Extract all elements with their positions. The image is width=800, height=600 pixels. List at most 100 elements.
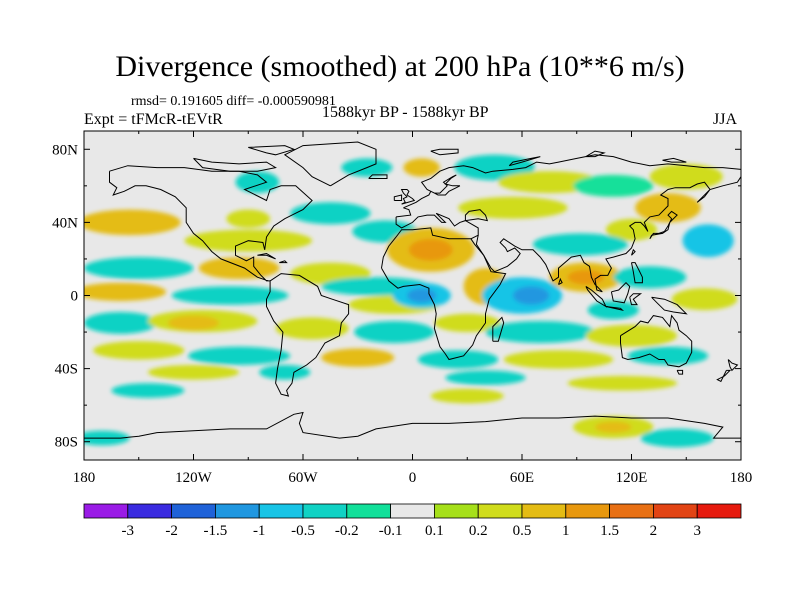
colorbar-swatch: [302, 503, 348, 519]
colorbar-label: -0.1: [379, 523, 403, 539]
field-patch: [147, 364, 240, 380]
x-tick-label: 120W: [175, 470, 213, 486]
field-patch: [235, 171, 280, 194]
field-patch: [458, 196, 568, 219]
period-label: 1588kyr BP - 1588kyr BP: [322, 104, 489, 121]
field-patch: [226, 209, 271, 228]
colorbar-swatch: [433, 503, 479, 519]
colorbar-label: 0.2: [469, 523, 488, 539]
coastline: [257, 252, 276, 260]
colorbar-swatch: [390, 503, 435, 519]
field-patch: [627, 346, 709, 365]
colorbar-label: 0.5: [513, 523, 532, 539]
coastline: [381, 227, 507, 361]
colorbar-swatch: [653, 503, 698, 519]
coastline: [400, 189, 416, 205]
colorbar-swatch: [521, 503, 567, 519]
field-patch: [605, 218, 658, 241]
coastlines: [84, 141, 741, 439]
field-patch: [587, 300, 639, 320]
field-patch: [585, 324, 678, 347]
coastline: [649, 210, 678, 240]
field-patch: [354, 321, 435, 344]
field-patch: [84, 282, 167, 301]
colorbar-label: -3: [122, 523, 135, 539]
coastline: [662, 157, 687, 163]
field-patch: [454, 154, 535, 181]
colorbar-swatch: [609, 503, 654, 519]
colorbar-swatch: [83, 503, 129, 519]
colorbar-label: -1: [253, 523, 266, 539]
colorbar-label: 3: [693, 523, 701, 539]
field-patch: [403, 158, 440, 177]
field-patch: [640, 428, 714, 448]
colorbar-label: 0.1: [425, 523, 444, 539]
x-tick-label: 180: [730, 470, 753, 486]
field-patch: [93, 341, 185, 360]
colorbar-label: 1: [562, 523, 570, 539]
field-patch: [321, 348, 395, 367]
experiment-label: Expt = tFMcR-tEVtR: [84, 111, 223, 128]
coastline: [266, 273, 350, 397]
field-patch: [485, 321, 595, 344]
coastline: [395, 212, 479, 240]
coastline: [430, 174, 461, 196]
stats-text: rmsd= 0.191605 diff= -0.000590981: [131, 94, 336, 109]
field-patch: [84, 209, 181, 236]
season-label: JJA: [713, 111, 738, 128]
field-patch: [171, 286, 289, 305]
field-patch: [595, 421, 632, 433]
y-tick-label: 40S: [55, 362, 78, 378]
field-patch: [84, 257, 194, 280]
coastline: [368, 174, 388, 179]
coastline: [631, 262, 643, 284]
colorbar-label: -1.5: [204, 523, 228, 539]
y-tick-label: 80S: [55, 435, 78, 451]
x-tick-label: 180: [73, 470, 96, 486]
colorbar-swatch: [696, 503, 742, 519]
field-patch: [573, 174, 654, 197]
field-patch: [503, 350, 614, 369]
coastline: [475, 176, 741, 293]
colorbar-swatch: [171, 503, 216, 519]
colorbar-swatch: [214, 503, 260, 519]
x-tick-label: 60E: [510, 470, 534, 486]
coastline: [464, 209, 489, 222]
y-tick-label: 40N: [52, 215, 78, 231]
x-tick-label: 120E: [616, 470, 648, 486]
field-patch: [635, 193, 701, 223]
coastline: [585, 150, 606, 158]
y-tick-label: 0: [71, 289, 79, 305]
coastline: [727, 359, 739, 372]
field-patch: [259, 364, 311, 380]
colorbar-swatch: [565, 503, 610, 519]
colorbar-label: -2: [165, 523, 178, 539]
field-patch: [188, 346, 291, 365]
coastline: [403, 154, 741, 209]
coastline: [84, 411, 741, 439]
colorbar-label: 1.5: [600, 523, 619, 539]
coastline: [651, 296, 688, 315]
colorbar-swatch: [258, 503, 304, 519]
colorbar-label: 2: [650, 523, 658, 539]
colorbar-label: -0.5: [291, 523, 315, 539]
field-patch: [111, 383, 185, 398]
field-patch: [567, 375, 678, 391]
field-patch: [167, 315, 220, 331]
field-patch: [613, 266, 687, 289]
plot-title: Divergence (smoothed) at 200 hPa (10**6 …: [115, 50, 685, 83]
coastline: [109, 165, 313, 282]
field-patch: [198, 257, 280, 280]
coastline: [631, 248, 636, 256]
field-patch: [532, 233, 628, 256]
field-patch: [417, 350, 499, 369]
field-patch: [290, 202, 371, 225]
field-patch: [649, 163, 723, 190]
field-patch: [430, 388, 504, 404]
coastline: [716, 369, 732, 383]
coastline: [610, 281, 631, 304]
coastline: [629, 293, 643, 306]
field-patch: [84, 311, 157, 334]
field-patch: [512, 286, 550, 305]
